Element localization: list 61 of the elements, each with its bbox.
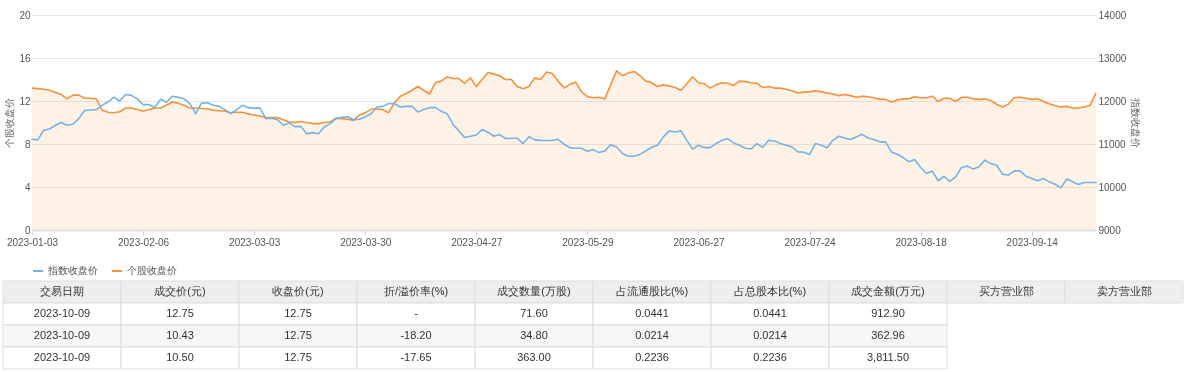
- text: 34.80: [520, 329, 548, 341]
- x-tick-label: 2023-03-30: [340, 236, 392, 248]
- x-tick-label: 2023-01-03: [6, 236, 59, 248]
- x-tick-label: 2023-04-27: [451, 236, 503, 248]
- category-label: 卖方营业部: [1096, 285, 1152, 297]
- category-label: 占流通股比(%): [615, 285, 689, 297]
- text: 362.96: [871, 329, 905, 341]
- text: 12.75: [284, 307, 312, 319]
- text: 10.50: [166, 351, 194, 363]
- text: 12.75: [166, 307, 194, 319]
- x-tick-label: 2023-05-29: [562, 236, 614, 248]
- category-label: 成交价(元): [154, 285, 206, 297]
- category-label: 交易日期: [40, 285, 84, 297]
- legend-label: 指数收盘价: [47, 265, 98, 276]
- text: 0.0441: [753, 307, 787, 319]
- y-tick-label: 20: [19, 9, 31, 21]
- text: 71.60: [520, 307, 548, 319]
- category-label: 成交数量(万股): [497, 285, 571, 297]
- x-tick-label: 2023-08-18: [895, 236, 948, 248]
- text: 2023-10-09: [33, 351, 91, 363]
- text: 10.43: [166, 329, 194, 341]
- x-tick-label: 2023-09-14: [1006, 236, 1059, 248]
- text: 2023-10-09: [33, 329, 91, 341]
- x-tick-label: 2023-07-24: [784, 236, 837, 248]
- x-tick-label: 2023-02-06: [118, 236, 170, 248]
- legend-label: 个股收盘价: [127, 265, 177, 276]
- y2-axis-title: 指数收盘价: [1130, 97, 1142, 148]
- text: 2023-10-09: [33, 307, 91, 319]
- x-tick-label: 2023-06-27: [673, 236, 725, 248]
- y2-tick-label: 14000: [1098, 9, 1127, 21]
- y2-tick-label: 9000: [1098, 224, 1122, 236]
- text: 3,811.50: [866, 351, 910, 363]
- y2-tick-label: 13000: [1098, 52, 1127, 64]
- y2-tick-label: 10000: [1098, 181, 1127, 193]
- text: 12.75: [284, 329, 312, 341]
- category-label: 折/溢价率(%): [383, 285, 449, 297]
- text: -18.20: [400, 329, 432, 341]
- category-label: 占总股本比(%): [733, 285, 807, 297]
- category-label: 买方营业部: [978, 285, 1034, 297]
- y2-tick-label: 12000: [1098, 95, 1127, 107]
- y-tick-label: 16: [19, 52, 31, 64]
- text: 0.2236: [635, 351, 669, 363]
- x-tick-label: 2023-03-03: [229, 236, 281, 248]
- y-tick-label: 8: [24, 138, 31, 150]
- text: 0.0214: [753, 329, 787, 341]
- y-tick-label: 12: [19, 95, 31, 107]
- text: 912.90: [871, 307, 905, 319]
- category-label: 收盘价(元): [272, 285, 324, 297]
- text: 363.00: [517, 351, 551, 363]
- y2-tick-label: 11000: [1098, 138, 1126, 150]
- category-label: 成交金额(万元): [851, 285, 925, 297]
- line-series: [31, 93, 1097, 189]
- y-tick-label: 0: [24, 224, 31, 236]
- text: 0.0441: [635, 307, 669, 319]
- text: 0.2236: [753, 351, 787, 363]
- text: -: [414, 307, 418, 319]
- text: 0.0214: [635, 329, 669, 341]
- y-tick-label: 4: [24, 181, 31, 193]
- y-axis-title: 个股收盘价: [4, 98, 16, 148]
- text: 12.75: [284, 351, 312, 363]
- text: -17.65: [400, 351, 432, 363]
